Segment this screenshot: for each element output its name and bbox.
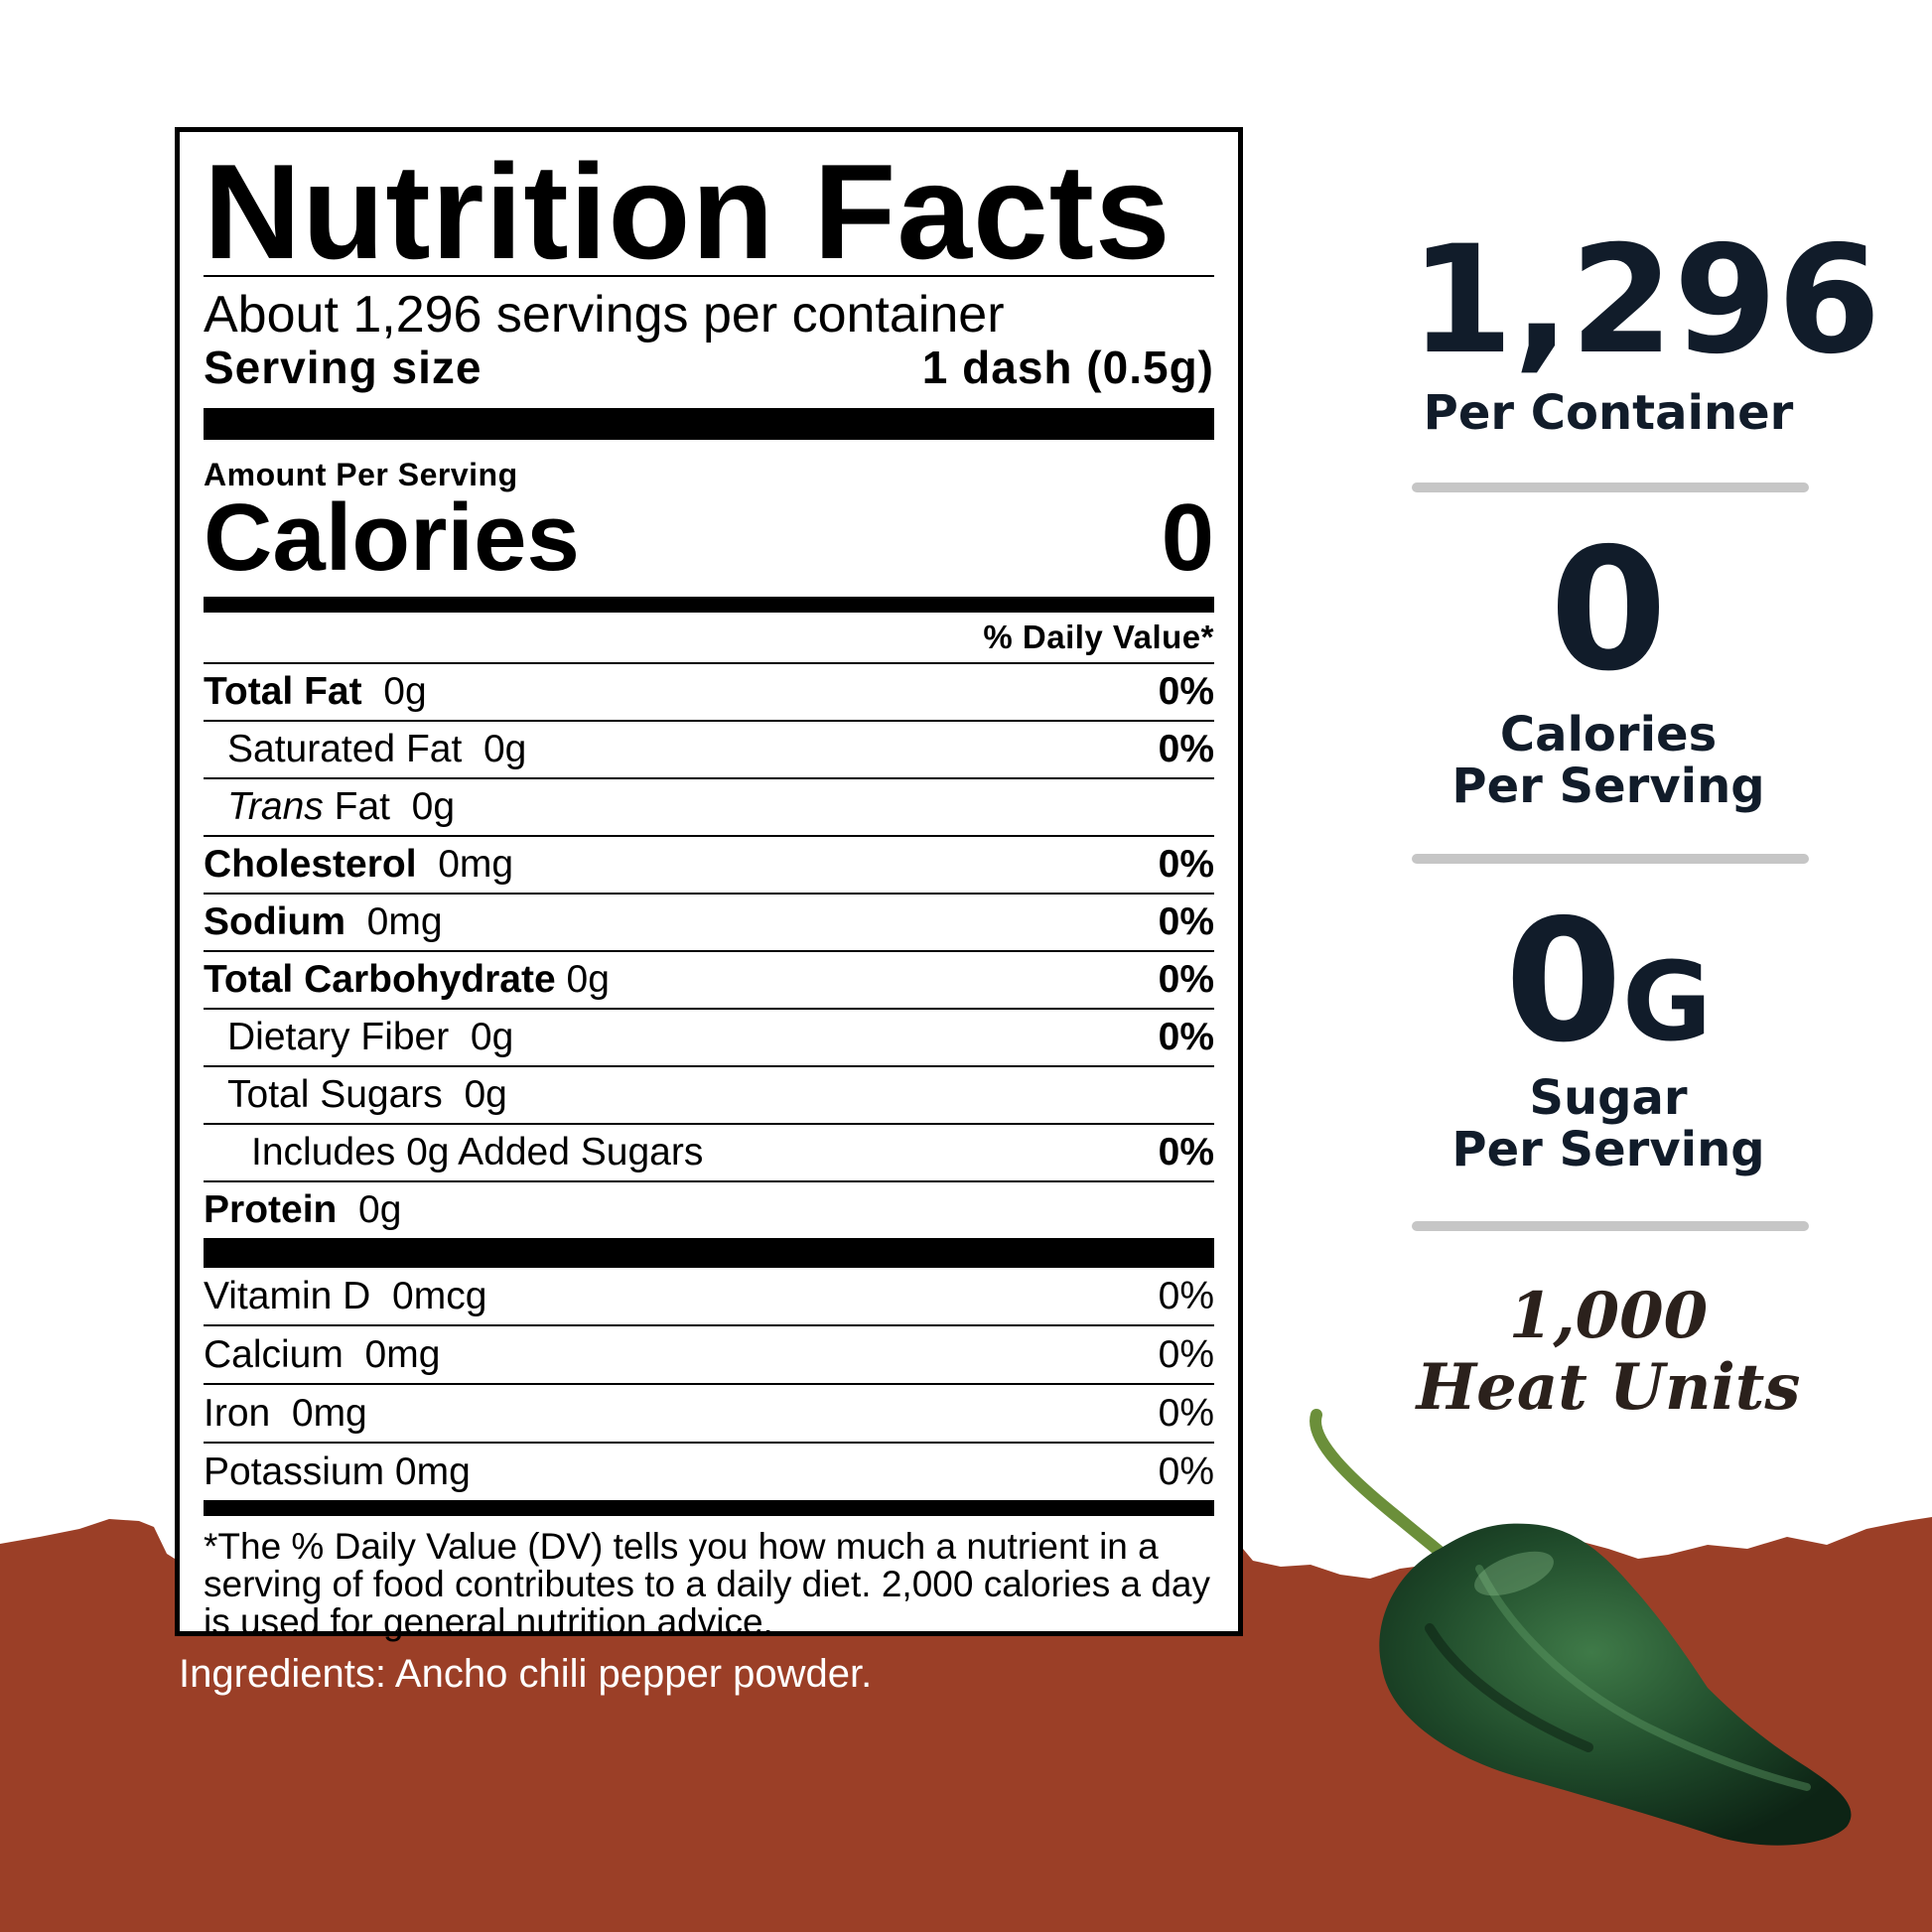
servings-stat: 1,296 Per Container: [1410, 214, 1881, 441]
nutrient-dv: 0%: [1158, 670, 1214, 713]
nutrient-row-total-fat: Total Fat 0g 0%: [204, 662, 1214, 720]
nutrient-row-sodium: Sodium 0mg 0%: [204, 893, 1214, 950]
nutrient-row-added-sugars: Includes 0g Added Sugars 0%: [204, 1123, 1214, 1180]
vitamin-amount: 0mg: [364, 1332, 441, 1376]
stat-divider: [1412, 854, 1809, 864]
serving-size-label: Serving size: [204, 342, 483, 393]
nutrient-name: Includes 0g Added Sugars: [251, 1131, 704, 1173]
nutrient-row-cholesterol: Cholesterol 0mg 0%: [204, 835, 1214, 893]
poblano-pepper-icon: [1310, 1409, 1852, 1846]
medium-divider: [204, 1500, 1214, 1516]
nutrient-amount: 0g: [383, 670, 427, 713]
nutrient-name: Cholesterol: [204, 843, 417, 886]
nutrient-amount: 0g: [411, 785, 456, 828]
vitamin-row-potassium: Potassium 0mg 0%: [204, 1442, 1214, 1500]
nutrient-row-total-sugars: Total Sugars 0g: [204, 1065, 1214, 1123]
nutrient-name: Fat: [334, 785, 390, 828]
sugar-value: 0: [1504, 884, 1622, 1080]
vitamin-name: Calcium: [204, 1332, 344, 1376]
amount-per-serving: Amount Per Serving: [204, 457, 518, 492]
serving-size-value: 1 dash (0.5g): [921, 342, 1214, 393]
nutrient-name: Dietary Fiber: [227, 1016, 450, 1058]
stat-divider: [1412, 483, 1809, 492]
heat-units-value: 1,000: [1508, 1279, 1709, 1353]
sugar-stat: 0G Sugar Per Serving: [1410, 897, 1807, 1175]
per-serving-label: Per Serving: [1451, 759, 1765, 814]
vitamin-amount: 0mg: [394, 1449, 471, 1493]
per-serving-label: Per Serving: [1451, 1122, 1765, 1177]
vitamin-name: Potassium: [204, 1449, 385, 1493]
nutrient-name: Total Fat: [204, 670, 362, 713]
sugar-unit: G: [1622, 938, 1713, 1065]
medium-divider: [204, 597, 1214, 613]
nutrient-name: Total Carbohydrate: [204, 958, 556, 1001]
vitamin-dv: 0%: [1158, 1449, 1214, 1493]
serving-size-row: Serving size 1 dash (0.5g): [204, 343, 1214, 392]
ingredients-text: Ingredients: Ancho chili pepper powder.: [179, 1652, 873, 1696]
calories-number: 0: [1549, 512, 1668, 709]
vitamin-dv: 0%: [1158, 1332, 1214, 1376]
nutrient-dv: 0%: [1158, 958, 1214, 1001]
nutrient-amount: 0mg: [438, 843, 514, 886]
nutrient-name: Saturated Fat: [227, 728, 463, 770]
vitamin-row-vitamin-d: Vitamin D 0mcg 0%: [204, 1268, 1214, 1324]
nutrient-row-saturated-fat: Saturated Fat 0g 0%: [204, 720, 1214, 777]
calories-value: 0: [1161, 484, 1214, 591]
nutrient-name-italic: Trans: [227, 785, 324, 828]
calories-label: Calories: [1499, 707, 1718, 762]
heat-units-label: Heat Units: [1416, 1350, 1801, 1425]
sugar-label: Sugar: [1529, 1070, 1688, 1126]
nutrient-row-total-carbohydrate: Total Carbohydrate 0g 0%: [204, 950, 1214, 1008]
vitamin-amount: 0mcg: [392, 1274, 487, 1317]
calories-stat: 0 Calories Per Serving: [1410, 526, 1807, 812]
calories-row: Calories 0: [204, 484, 1214, 591]
nutrient-dv: 0%: [1158, 900, 1214, 943]
vitamin-amount: 0mg: [291, 1391, 367, 1435]
nutrition-facts-label: Nutrition Facts About 1,296 servings per…: [175, 127, 1243, 1641]
divider: [204, 275, 1214, 277]
stat-divider: [1412, 1221, 1809, 1231]
vitamin-row-calcium: Calcium 0mg 0%: [204, 1324, 1214, 1383]
sugar-number: 0G: [1410, 897, 1807, 1066]
vitamin-dv: 0%: [1158, 1274, 1214, 1317]
nutrient-name: Total Sugars: [227, 1073, 443, 1116]
nutrition-facts-title: Nutrition Facts: [204, 136, 1172, 287]
vitamin-row-iron: Iron 0mg 0%: [204, 1383, 1214, 1442]
servings-per-container: About 1,296 servings per container: [204, 286, 1005, 344]
vitamin-dv: 0%: [1158, 1391, 1214, 1435]
nutrient-dv: 0%: [1158, 1016, 1214, 1058]
nutrient-name: Protein: [204, 1188, 338, 1231]
nutrient-dv: 0%: [1158, 728, 1214, 770]
heat-units: 1,000 Heat Units: [1410, 1281, 1807, 1424]
daily-value-header: % Daily Value*: [983, 619, 1214, 655]
thick-divider: [204, 408, 1214, 440]
nutrient-amount: 0g: [358, 1188, 402, 1231]
extra-thick-divider: [204, 1238, 1214, 1268]
nutrient-amount: 0mg: [366, 900, 443, 943]
calories-label: Calories: [204, 484, 580, 591]
nutrient-dv: 0%: [1158, 843, 1214, 886]
nutrient-row-trans-fat: Trans Fat 0g: [204, 777, 1214, 835]
vitamin-name: Vitamin D: [204, 1274, 371, 1317]
nutrient-amount: 0g: [483, 728, 527, 770]
nutrient-row-protein: Protein 0g: [204, 1180, 1214, 1238]
nutrient-amount: 0g: [566, 958, 610, 1001]
daily-value-footnote: *The % Daily Value (DV) tells you how mu…: [204, 1526, 1210, 1642]
nutrient-amount: 0g: [470, 1016, 514, 1058]
vitamin-name: Iron: [204, 1391, 271, 1435]
nutrient-amount: 0g: [464, 1073, 507, 1116]
nutrient-row-dietary-fiber: Dietary Fiber 0g 0%: [204, 1008, 1214, 1065]
nutrient-name: Sodium: [204, 900, 345, 943]
servings-label: Per Container: [1423, 385, 1794, 441]
nutrient-dv: 0%: [1158, 1131, 1214, 1173]
servings-number: 1,296: [1410, 214, 1881, 387]
